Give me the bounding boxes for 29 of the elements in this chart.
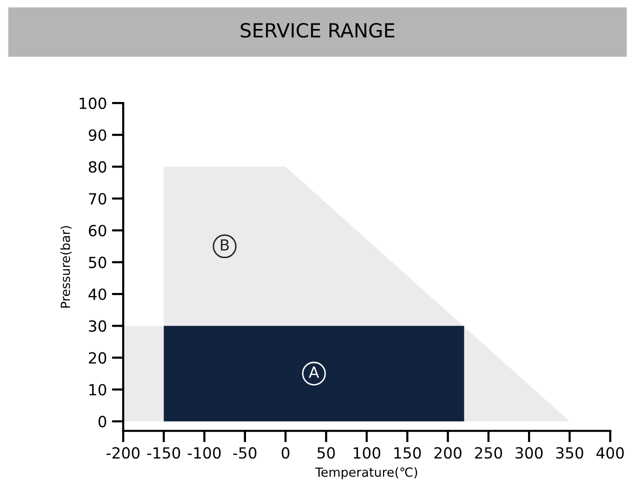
y-tick-label: 20	[88, 352, 106, 364]
x-tick-label: 400	[596, 447, 624, 459]
chart-title: SERVICE RANGE	[240, 22, 394, 38]
x-tick-label: -200	[106, 447, 140, 459]
y-tick-label: 90	[88, 129, 106, 141]
y-tick-label: 80	[88, 161, 106, 173]
x-tick-label: 350	[556, 447, 584, 459]
x-tick-label: -100	[188, 447, 221, 459]
x-tick-label: 150	[394, 447, 421, 459]
series-label: B	[220, 239, 229, 250]
x-tick-label: 250	[475, 447, 502, 459]
x-tick-label: 200	[434, 447, 462, 459]
y-tick-label: 40	[88, 288, 106, 300]
x-tick-label: 300	[516, 447, 543, 459]
y-axis-title: Pressure(bar)	[60, 226, 72, 308]
series-label: A	[308, 366, 320, 378]
x-tick-label: 50	[318, 447, 335, 459]
y-tick-label: 10	[89, 384, 106, 396]
x-tick-label: 100	[354, 447, 380, 459]
x-tick-label: -50	[233, 447, 256, 459]
y-tick-label: 30	[88, 320, 106, 332]
x-tick-label: -150	[147, 447, 180, 459]
y-tick-label: 50	[88, 256, 106, 268]
y-tick-label: 0	[98, 416, 106, 428]
y-tick-label: 70	[89, 192, 106, 205]
x-axis-title: Temperature(℃)	[315, 467, 418, 480]
y-tick-label: 100	[80, 98, 106, 110]
x-tick-label: 0	[282, 447, 290, 459]
y-tick-label: 60	[88, 224, 106, 236]
